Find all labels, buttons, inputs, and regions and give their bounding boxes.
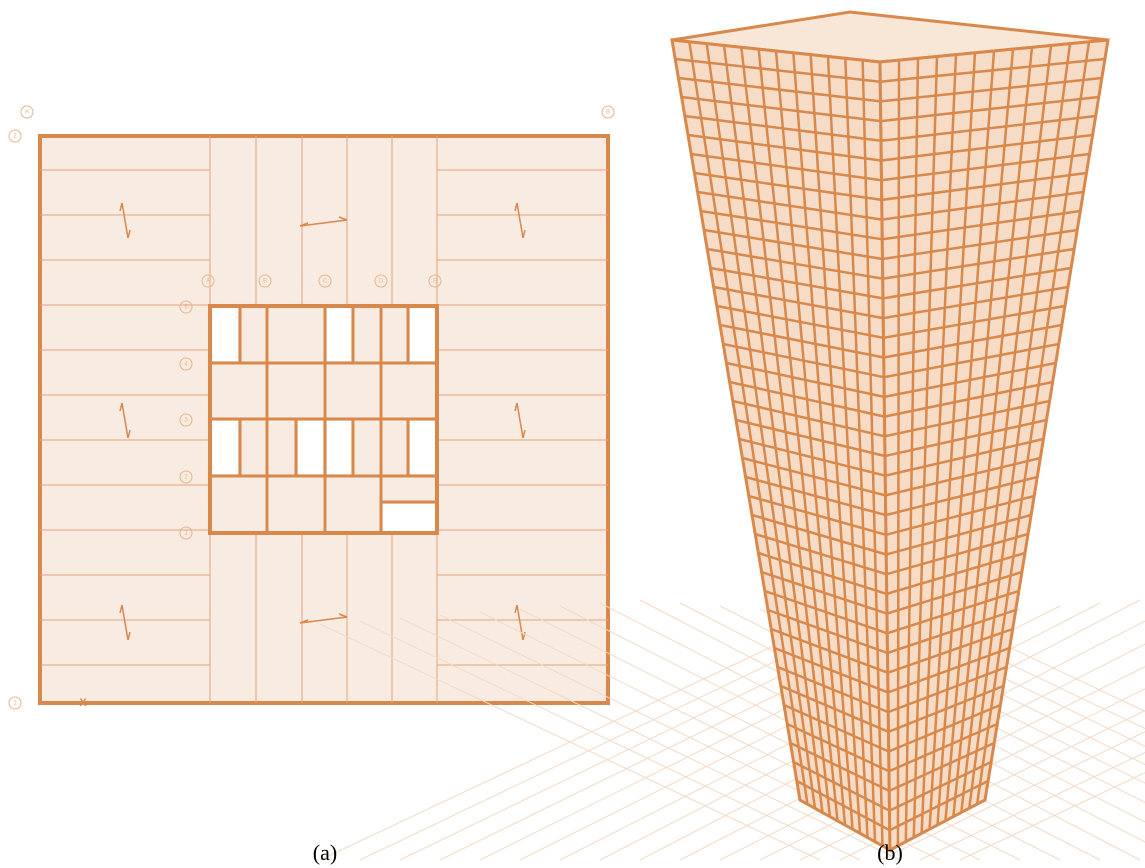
grid-bubble <box>428 274 442 288</box>
column <box>960 45 1053 813</box>
tower-3d <box>319 10 1145 861</box>
grid-bubble-label: 4 <box>184 362 188 368</box>
grid-bubble-label: 2 <box>13 134 17 140</box>
grid-bubble-label: A <box>25 110 29 116</box>
column <box>928 52 977 830</box>
column <box>952 47 1034 817</box>
column <box>861 60 884 846</box>
grid-bubble <box>201 274 215 288</box>
opening <box>212 308 238 361</box>
grid-bubble <box>601 105 615 119</box>
grid-bubble-label: B <box>606 110 610 116</box>
grid-bubble-label: D <box>379 279 384 285</box>
column <box>920 54 958 834</box>
column <box>844 58 877 842</box>
opening <box>410 421 435 474</box>
column <box>722 45 824 813</box>
column <box>975 41 1091 805</box>
ground-grid <box>959 623 1145 712</box>
column <box>792 52 854 830</box>
column <box>912 56 939 838</box>
opening <box>212 421 238 474</box>
span-arrow <box>299 216 348 227</box>
span-arrow <box>119 604 131 641</box>
span-arrow <box>514 402 526 439</box>
opening <box>410 308 435 361</box>
grid-bubble <box>374 274 388 288</box>
grid-bubble-label: 5 <box>184 305 188 311</box>
column <box>774 50 847 826</box>
grid-bubble <box>179 300 193 314</box>
grid-bubble <box>8 696 22 710</box>
opening <box>327 421 351 474</box>
grid-bubble-label: 1 <box>13 701 17 707</box>
column <box>896 60 901 846</box>
column <box>936 50 996 826</box>
opening <box>327 308 351 361</box>
column <box>944 49 1015 821</box>
column <box>757 49 839 821</box>
grid-bubble-label: A <box>206 279 210 285</box>
grid-bubble <box>20 105 34 119</box>
span-arrow <box>514 202 526 239</box>
column <box>688 41 809 805</box>
column <box>705 43 817 809</box>
grid-bubble <box>258 274 272 288</box>
grid-bubble-label: C <box>323 279 328 285</box>
grid-bubble <box>8 129 22 143</box>
ground-grid <box>879 731 1145 861</box>
grid-bubble <box>318 274 332 288</box>
column <box>740 47 832 817</box>
caption: (b) <box>877 840 903 865</box>
floor-plan: X A B 2 1 A B C D E 5 4 3 2 1 <box>8 105 615 710</box>
column <box>904 58 920 842</box>
column <box>809 54 862 834</box>
span-arrow <box>119 202 131 239</box>
grid-bubble <box>179 526 193 540</box>
grid-bubble <box>179 470 193 484</box>
grid-bubble-label: 3 <box>184 418 188 424</box>
column <box>826 56 869 838</box>
span-arrow <box>299 613 348 624</box>
ground-grid <box>959 772 1145 861</box>
ground-grid <box>919 751 1145 861</box>
axis-label: X <box>79 697 87 709</box>
span-arrow <box>119 402 131 439</box>
grid-bubble-label: E <box>433 279 437 285</box>
grid-bubble-label: 2 <box>184 475 188 481</box>
tower-face <box>878 38 1110 853</box>
grid-bubble <box>179 413 193 427</box>
grid-bubble <box>179 357 193 371</box>
column <box>967 43 1072 809</box>
caption: (a) <box>313 840 337 865</box>
ground-grid <box>319 623 821 861</box>
opening <box>383 504 435 531</box>
grid-bubble-label: B <box>263 279 267 285</box>
opening <box>298 421 323 474</box>
grid-bubble-label: 1 <box>184 531 188 537</box>
span-arrow <box>514 604 526 641</box>
